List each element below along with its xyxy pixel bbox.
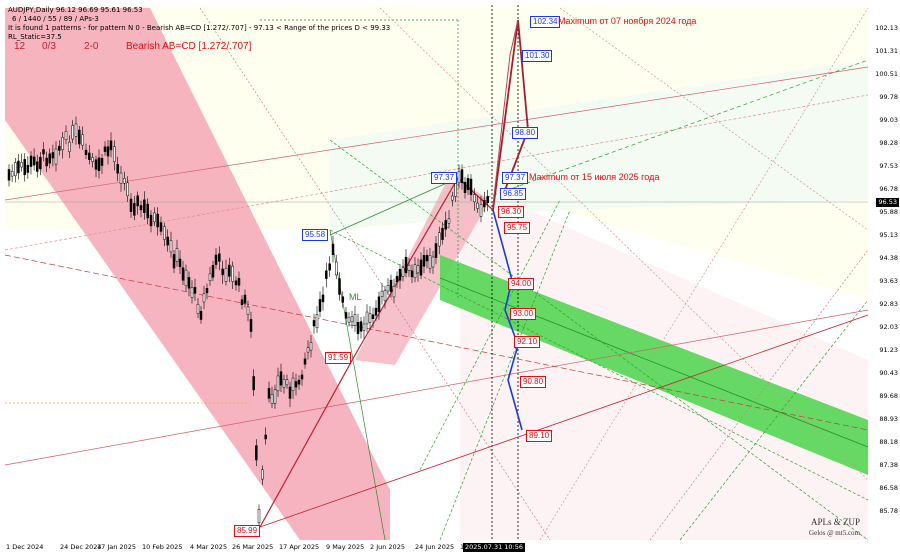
candlesticks bbox=[7, 116, 489, 531]
target-tag-5: 96.85 bbox=[500, 188, 527, 200]
target-tag-2: 101.30 bbox=[522, 50, 553, 62]
target-tag-3: 98.80 bbox=[512, 127, 539, 139]
price-axis-label: 96.78 bbox=[879, 185, 898, 193]
price-axis-label: 89.68 bbox=[879, 392, 898, 400]
watermark-name: APLs & ZUP bbox=[810, 517, 860, 527]
price-axis-label: 92.03 bbox=[879, 323, 898, 331]
price-axis-label: 86.58 bbox=[879, 484, 898, 492]
forecast-up bbox=[492, 19, 529, 211]
target-tag-11: 90.80 bbox=[520, 376, 547, 388]
rl-line: RL_Static=37.5 bbox=[8, 33, 62, 41]
price-axis-label: 102.13 bbox=[875, 24, 898, 32]
price-axis-label: 99.78 bbox=[879, 93, 898, 101]
counter-1: 12 bbox=[14, 41, 26, 52]
target-tag-9: 93.00 bbox=[510, 308, 537, 320]
time-axis-label: 24 Dec 2024 bbox=[60, 543, 102, 551]
time-axis-label: 10 Feb 2025 bbox=[142, 543, 183, 551]
green-channel bbox=[440, 255, 868, 475]
time-axis-label: 9 May 2025 bbox=[326, 543, 365, 551]
time-axis-label: 1 Dec 2024 bbox=[6, 543, 44, 551]
pattern-line: It is found 1 patterns - for pattern N 0… bbox=[8, 24, 391, 32]
note-max-2024: Maximum от 07 ноября 2024 года bbox=[558, 16, 697, 26]
price-axis-label: 98.28 bbox=[879, 139, 898, 147]
target-tag-12: 89.10 bbox=[526, 430, 553, 442]
price-axis-label: 92.83 bbox=[879, 300, 898, 308]
price-axis-label: 93.63 bbox=[879, 277, 898, 285]
guide-lines bbox=[4, 7, 869, 541]
time-axis-label: 17 Apr 2025 bbox=[279, 543, 320, 551]
forecast-up-2 bbox=[492, 19, 519, 206]
price-axis-label: 101.31 bbox=[875, 47, 898, 55]
price-axis-label: 95.13 bbox=[879, 231, 898, 239]
note-max-2025: Maximum от 15 июля 2025 года bbox=[529, 172, 660, 182]
price-axis-label: 88.93 bbox=[879, 415, 898, 423]
marker-label: 2-0 bbox=[84, 41, 99, 52]
price-axis-label: 95.88 bbox=[879, 208, 898, 216]
price-axis-label: 100.51 bbox=[875, 70, 898, 78]
settings-line: 6 / 1440 / 55 / 89 / APs-3 bbox=[12, 15, 99, 23]
price-tag-b: 95.58 bbox=[302, 229, 329, 241]
target-tag-4: 97.37 bbox=[502, 172, 529, 184]
pink-channel bbox=[5, 8, 390, 540]
forecast-down bbox=[492, 209, 523, 431]
price-tag-low: 85.99 bbox=[234, 525, 261, 537]
price-axis-label: 91.23 bbox=[879, 346, 898, 354]
pattern-name: Bearish AB=CD [1.272/.707] bbox=[126, 41, 252, 52]
ml-label: ML bbox=[349, 292, 362, 302]
time-axis-label: 17 Jan 2025 bbox=[97, 543, 136, 551]
price-tag-a: 97.37 bbox=[431, 172, 458, 184]
watermark-site: Gelos @ mt5.com bbox=[809, 529, 860, 537]
target-tag-10: 92.10 bbox=[514, 336, 541, 348]
price-tag-c: 91.59 bbox=[325, 352, 352, 364]
counter-2: 0/3 bbox=[42, 41, 56, 52]
current-price-badge: 96.53 bbox=[876, 198, 899, 207]
target-tag-1: 102.34 bbox=[530, 16, 561, 28]
target-tag-7: 95.75 bbox=[504, 222, 531, 234]
time-axis-label: 2 Jun 2025 bbox=[370, 543, 405, 551]
time-axis-label: 26 Mar 2025 bbox=[232, 543, 274, 551]
target-tag-8: 94.00 bbox=[508, 278, 535, 290]
pink-channel-small bbox=[355, 175, 490, 365]
price-axis-label: 87.38 bbox=[879, 461, 898, 469]
current-date-badge: 2025.07.31 10:56 bbox=[463, 543, 526, 552]
symbol-line: AUDJPY,Daily 96.12 96.69 95.61 96.53 bbox=[8, 6, 143, 14]
price-axis-label: 88.18 bbox=[879, 438, 898, 446]
time-axis-label: 24 Jun 2025 bbox=[415, 543, 455, 551]
price-axis-label: 97.53 bbox=[879, 162, 898, 170]
price-axis-label: 94.38 bbox=[879, 254, 898, 262]
time-axis-label: 4 Mar 2025 bbox=[190, 543, 228, 551]
price-axis-label: 90.43 bbox=[879, 369, 898, 377]
price-axis-label: 99.03 bbox=[879, 116, 898, 124]
price-axis-label: 85.78 bbox=[879, 507, 898, 515]
target-tag-6: 96.30 bbox=[498, 206, 525, 218]
